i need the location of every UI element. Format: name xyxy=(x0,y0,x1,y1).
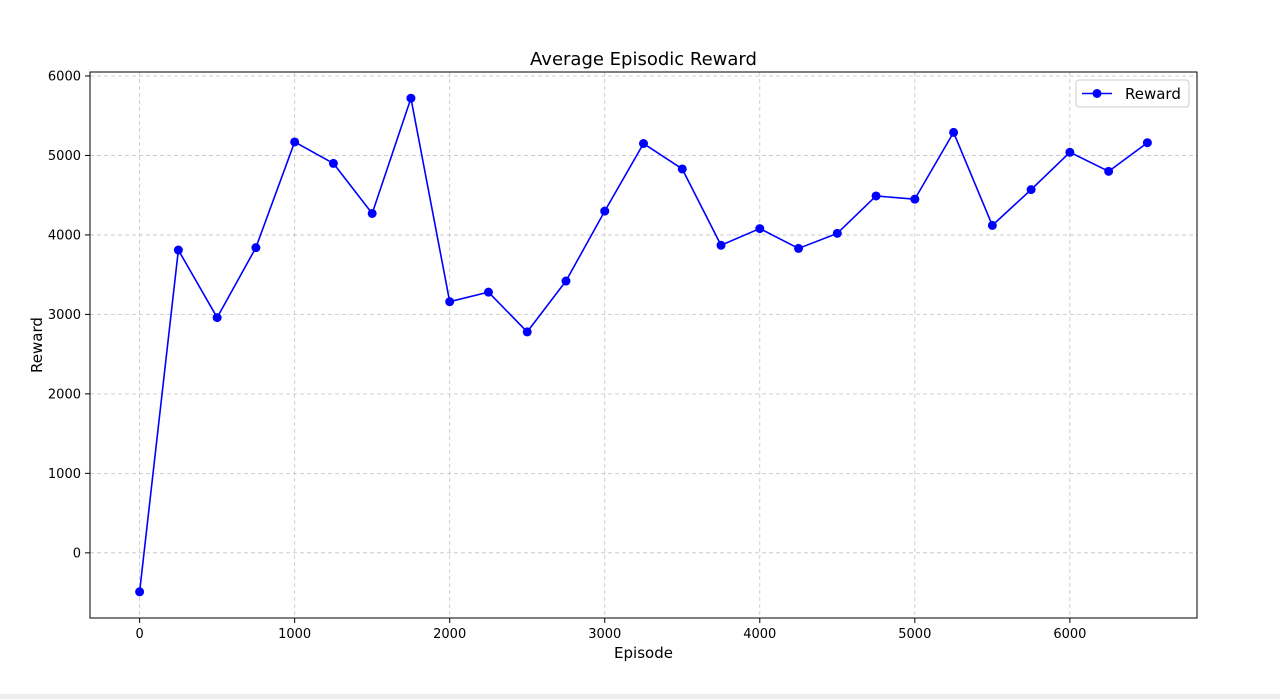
x-tick-label: 2000 xyxy=(433,627,466,642)
data-point xyxy=(561,276,571,286)
data-point xyxy=(1104,166,1114,176)
y-tick-label: 5000 xyxy=(48,149,81,164)
x-tick-label: 1000 xyxy=(278,627,311,642)
data-point xyxy=(367,208,377,218)
legend: Reward xyxy=(1075,79,1190,108)
data-point xyxy=(716,240,726,250)
series-line xyxy=(138,97,1148,592)
data-point xyxy=(406,93,416,103)
data-point xyxy=(290,137,300,147)
x-axis-label: Episode xyxy=(614,644,673,662)
data-point xyxy=(445,297,455,307)
chart-title: Average Episodic Reward xyxy=(530,49,757,70)
data-point xyxy=(832,228,842,238)
x-tick-label: 3000 xyxy=(588,627,621,642)
y-tick-label: 0 xyxy=(73,546,81,561)
data-point xyxy=(600,206,610,216)
data-point xyxy=(135,587,145,597)
grid-lines xyxy=(90,72,1197,618)
y-axis-label: Reward xyxy=(28,317,46,373)
legend-marker-reward xyxy=(1092,89,1102,98)
y-tick-label: 3000 xyxy=(48,308,81,323)
y-tick-label: 6000 xyxy=(48,69,81,84)
data-point xyxy=(639,139,648,149)
data-point xyxy=(251,243,261,253)
y-tick-label: 4000 xyxy=(48,228,81,243)
plot-frame xyxy=(89,71,1198,619)
series-reward xyxy=(135,93,1152,597)
legend-box xyxy=(1075,79,1190,108)
data-point xyxy=(212,313,222,323)
x-tick-label: 0 xyxy=(135,627,143,642)
data-point xyxy=(483,287,493,297)
legend-label-reward: Reward xyxy=(1125,85,1181,103)
data-point xyxy=(949,127,959,137)
data-point xyxy=(677,164,687,174)
data-point xyxy=(1026,185,1036,195)
axis-ticks: 0 1000 2000 3000 4000 5000 6000 0 1000 2000 3000 40… xyxy=(48,69,1087,642)
data-point xyxy=(755,224,765,234)
data-point xyxy=(910,194,920,204)
y-tick-label: 1000 xyxy=(48,467,81,482)
data-point xyxy=(987,220,997,230)
bottom-strip xyxy=(0,694,1280,699)
x-tick-label: 5000 xyxy=(898,627,931,642)
data-point xyxy=(173,245,183,255)
data-point xyxy=(794,243,804,253)
data-point xyxy=(328,158,338,168)
y-tick-label: 2000 xyxy=(48,387,81,402)
data-point xyxy=(1142,138,1152,148)
data-point xyxy=(871,191,881,201)
data-point xyxy=(1065,147,1075,157)
x-tick-label: 6000 xyxy=(1053,627,1086,642)
x-tick-label: 4000 xyxy=(743,627,776,642)
data-point xyxy=(522,327,532,337)
